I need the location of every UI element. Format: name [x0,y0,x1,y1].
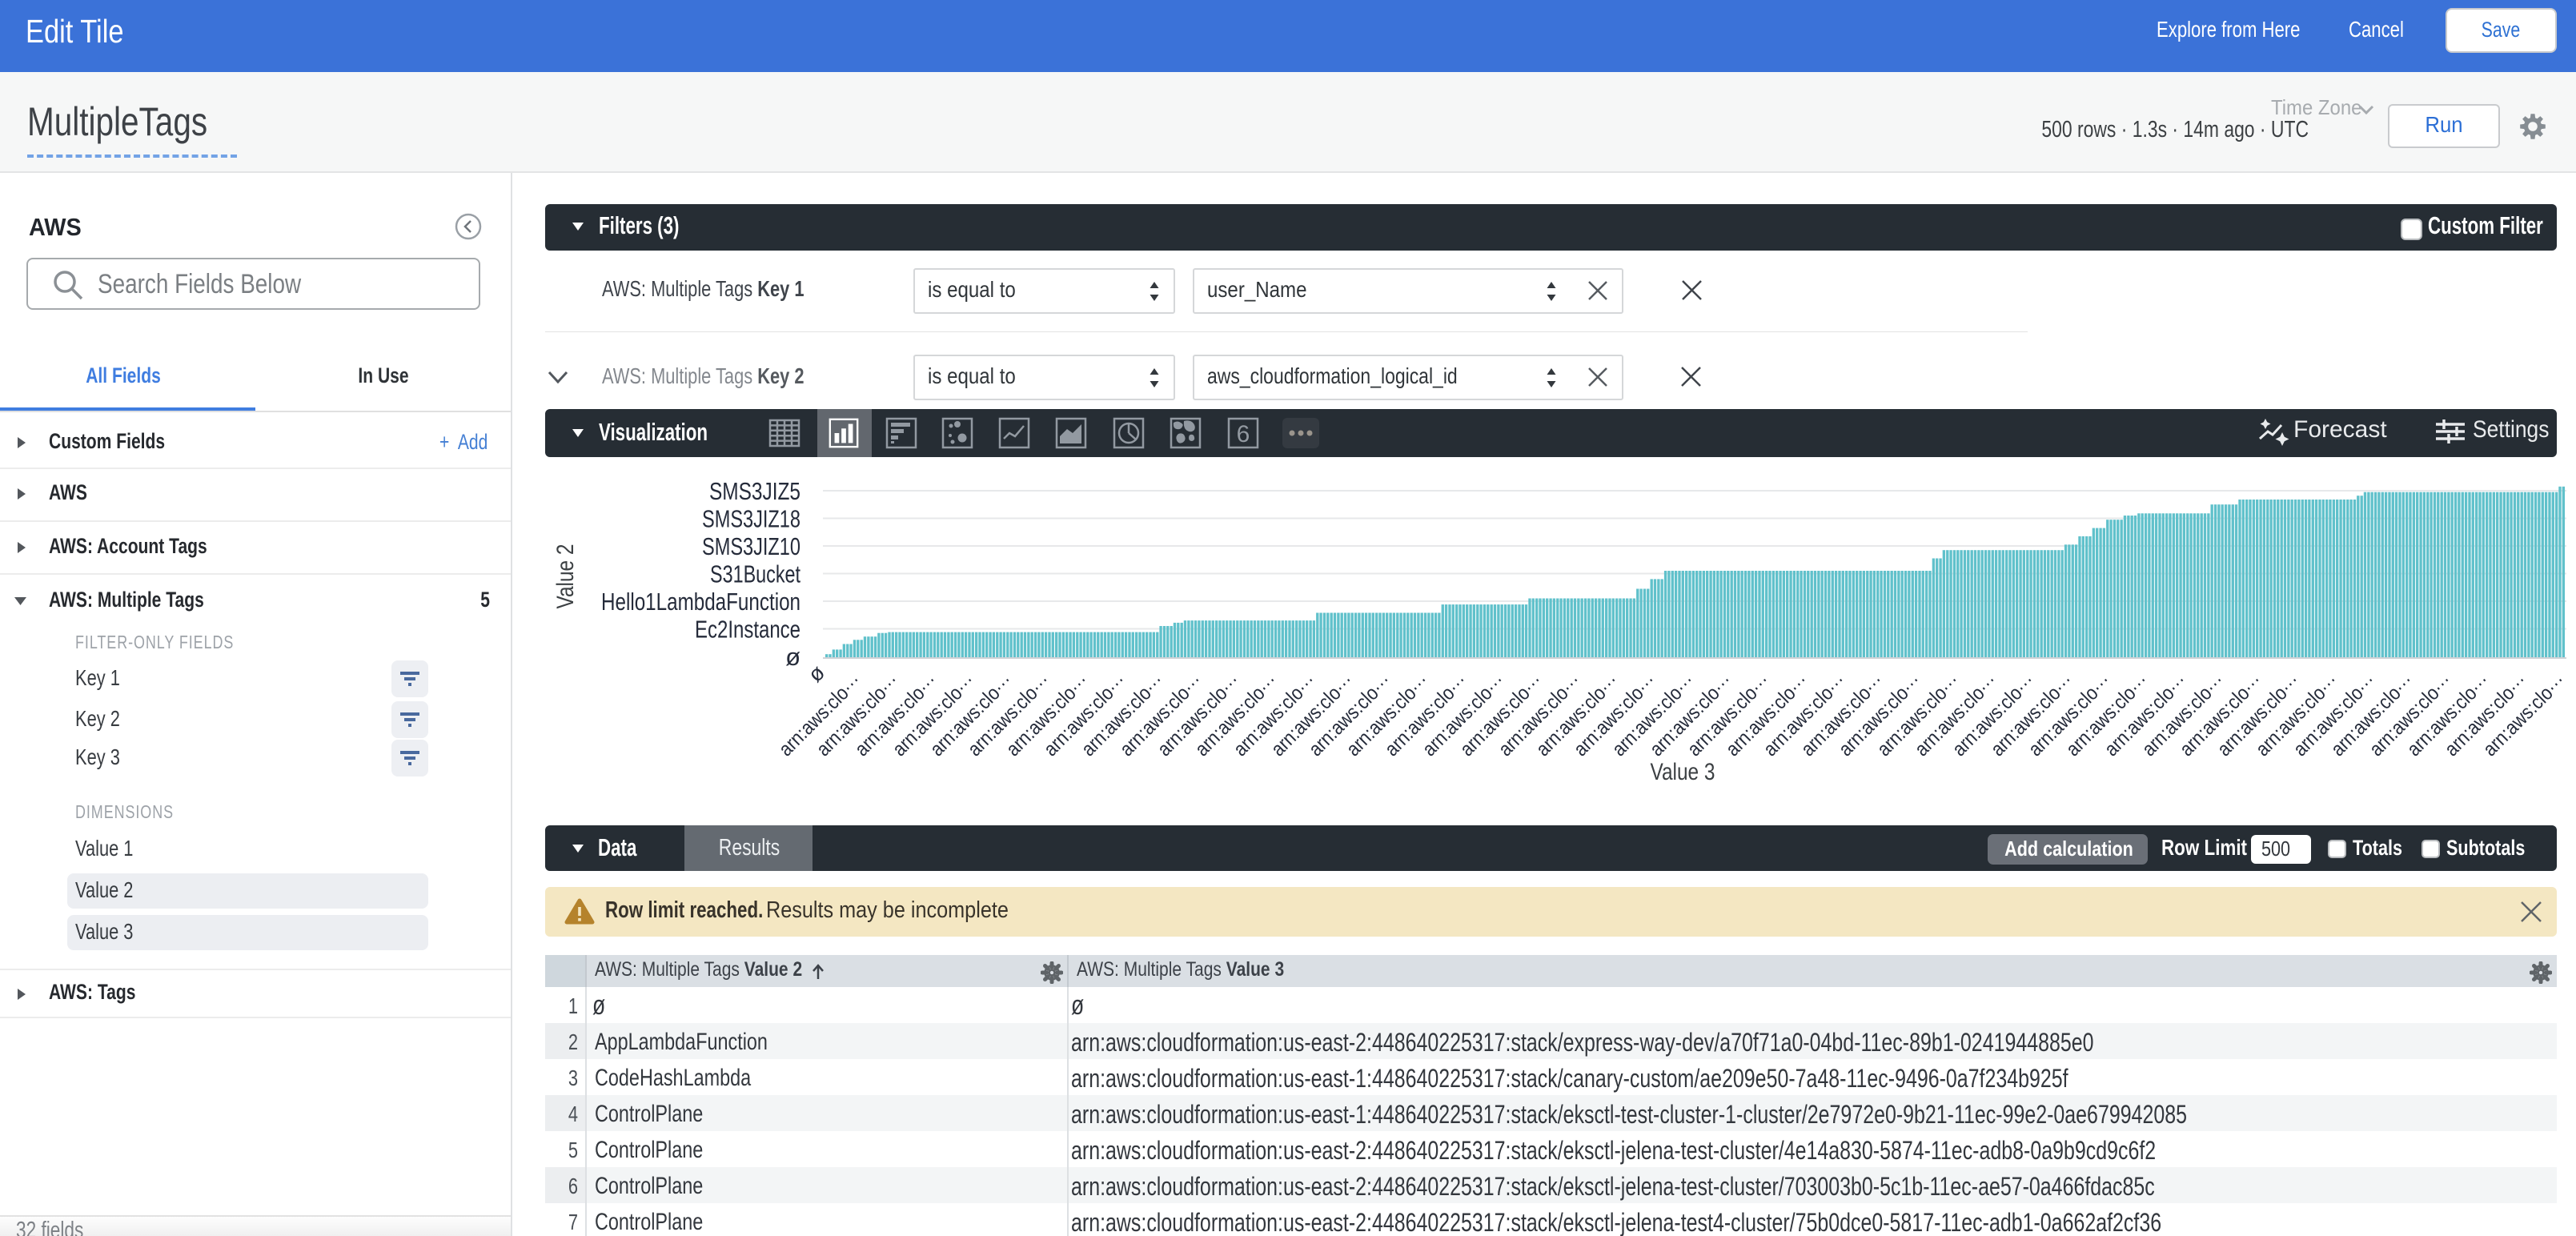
svg-text:Value 3: Value 3 [1651,759,1715,785]
svg-text:SMS3JIZ5: SMS3JIZ5 [709,477,800,505]
svg-text:Hello1LambdaFunction: Hello1LambdaFunction [601,588,800,616]
svg-text:Value 2: Value 2 [552,544,579,609]
svg-text:S31Bucket: S31Bucket [710,560,800,588]
svg-text:6: 6 [1237,421,1250,447]
svg-text:SMS3JIZ10: SMS3JIZ10 [702,532,800,560]
svg-text:Ec2Instance: Ec2Instance [695,616,800,644]
svg-text:SMS3JIZ18: SMS3JIZ18 [702,505,800,533]
svg-text:ø: ø [785,643,800,671]
svg-text:ø: ø [803,660,829,687]
